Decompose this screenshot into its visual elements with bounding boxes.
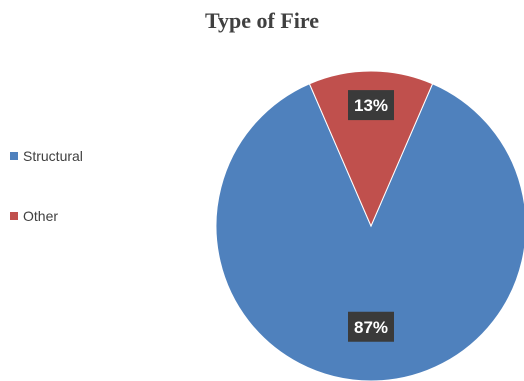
data-label-box-other: [348, 90, 394, 121]
legend-swatch-other: [10, 212, 18, 220]
legend: Structural Other: [10, 148, 83, 268]
legend-item-other: Other: [10, 208, 83, 224]
data-label-text-other: 13%: [354, 96, 388, 115]
data-label-structural: 87%: [348, 311, 394, 342]
legend-label-structural: Structural: [23, 148, 83, 164]
chart-title: Type of Fire: [204, 8, 320, 33]
legend-item-structural: Structural: [10, 148, 83, 164]
legend-swatch-structural: [10, 152, 18, 160]
legend-label-other: Other: [23, 208, 59, 224]
data-label-other: 13%: [348, 90, 394, 121]
pie-slice-other: [308, 70, 434, 228]
data-label-box-structural: [348, 311, 394, 342]
data-label-text-structural: 87%: [354, 318, 388, 337]
